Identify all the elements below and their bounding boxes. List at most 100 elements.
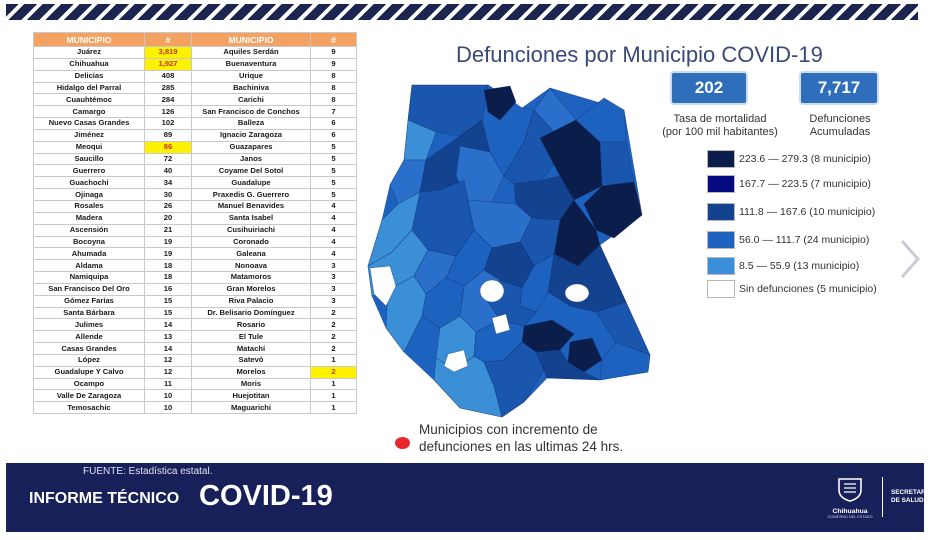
- legend-label: 111.8 — 167.6 (10 municipio): [739, 206, 876, 218]
- table-row: San Francisco Del Oro 16 Gran Morelos 3: [33, 282, 357, 296]
- table-row: Meoqui 86 Guazapares 5: [33, 140, 357, 154]
- municipio-cell: Matamoros: [191, 271, 311, 284]
- count-cell: 4: [310, 223, 357, 237]
- municipio-cell: Guerrero: [33, 164, 145, 178]
- municipio-cell: Cuauhtémoc: [33, 93, 145, 107]
- count-cell: 1: [310, 401, 357, 415]
- count-cell: 285: [144, 81, 192, 95]
- legend-swatch: [707, 257, 735, 275]
- count-cell: 5: [310, 188, 357, 201]
- count-cell: 2: [310, 342, 357, 355]
- municipio-cell: Chihuahua: [33, 57, 145, 71]
- table-row: Juárez 3,819 Aquiles Serdán 9: [33, 46, 357, 59]
- municipio-cell: Santa Bárbara: [33, 306, 145, 320]
- municipio-cell: Rosales: [33, 199, 145, 213]
- municipio-cell: Saucillo: [33, 152, 145, 166]
- municipio-cell: Janos: [191, 152, 311, 166]
- legend-label: 8.5 — 55.9 (13 municipio): [739, 260, 860, 272]
- table-row: Guadalupe Y Calvo 12 Morelos 2: [33, 365, 357, 379]
- municipio-cell: Aldama: [33, 259, 145, 273]
- municipio-cell: Namiquipa: [33, 271, 145, 284]
- table-row: Cuauhtémoc 284 Carichi 8: [33, 93, 357, 107]
- count-cell: 15: [144, 294, 192, 308]
- count-cell: 6: [310, 117, 357, 130]
- municipio-table: MUNICIPIO # MUNICIPIO # Juárez 3,819 Aquil…: [33, 32, 357, 415]
- table-row: Namiquipa 18 Matamoros 3: [33, 271, 357, 284]
- count-cell: 3: [310, 282, 357, 296]
- informe-tecnico-text: INFORME TÉCNICO: [29, 490, 180, 507]
- count-cell: 6: [310, 128, 357, 142]
- table-row: Guachochi 34 Guadalupe 5: [33, 176, 357, 190]
- table-row: Madera 20 Santa Isabel 4: [33, 211, 357, 225]
- covid-title-text: COVID-19: [199, 480, 333, 512]
- count-cell: 8: [310, 69, 357, 83]
- tasa-value-box: 202: [672, 73, 746, 103]
- municipio-cell: Guachochi: [33, 176, 145, 190]
- chihuahua-logo: Chihuahua GOBIERNO DEL ESTADO: [824, 476, 876, 519]
- logo-text: Chihuahua: [832, 508, 868, 515]
- table-row: Chihuahua 1,927 Buenaventura 9: [33, 57, 357, 71]
- municipio-cell: Julimes: [33, 318, 145, 332]
- count-cell: 126: [144, 105, 192, 119]
- count-cell: 7: [310, 105, 357, 119]
- municipio-cell: Urique: [191, 69, 311, 83]
- count-cell: 2: [310, 318, 357, 332]
- table-row: Gómez Farías 15 Riva Palacio 3: [33, 294, 357, 308]
- tasa-label-line2: (por 100 mil habitantes): [662, 126, 778, 138]
- table-row: Aldama 18 Nonoava 3: [33, 259, 357, 273]
- count-cell: 13: [144, 330, 192, 344]
- municipio-cell: Jiménez: [33, 128, 145, 142]
- municipio-cell: Guadalupe Y Calvo: [33, 365, 145, 379]
- footer-divider: [882, 477, 883, 517]
- table-row: Temosachic 10 Maguarichi 1: [33, 401, 357, 415]
- count-cell: 15: [144, 306, 192, 320]
- table-row: Bocoyna 19 Coronado 4: [33, 235, 357, 249]
- logo-subtext: GOBIERNO DEL ESTADO: [827, 515, 873, 519]
- red-dot-marker-icon: [395, 437, 410, 449]
- count-cell: 2: [310, 330, 357, 344]
- municipio-cell: Nuevo Casas Grandes: [33, 117, 145, 130]
- legend-label: Sin defunciones (5 municipio): [739, 283, 877, 295]
- municipio-cell: Guadalupe: [191, 176, 311, 190]
- count-cell: 89: [144, 128, 192, 142]
- municipio-cell: Morelos: [191, 365, 311, 379]
- count-cell: 11: [144, 377, 192, 391]
- table-row: Ascensión 21 Cusihuiriachi 4: [33, 223, 357, 237]
- count-cell: 12: [144, 353, 192, 367]
- count-cell: 284: [144, 93, 192, 107]
- count-cell: 12: [144, 365, 192, 379]
- legend-swatch: [707, 280, 735, 298]
- increment-note-line2: defunciones en las ultimas 24 hrs.: [419, 439, 624, 454]
- count-cell: 8: [310, 93, 357, 107]
- header-count-1: #: [144, 32, 192, 47]
- table-row: Hidalgo del Parral 285 Bachiniva 8: [33, 81, 357, 95]
- count-cell: 18: [144, 259, 192, 273]
- count-cell: 4: [310, 247, 357, 261]
- tasa-label: Tasa de mortalidad (por 100 mil habitant…: [650, 113, 790, 139]
- count-cell: 3: [310, 294, 357, 308]
- count-cell: 21: [144, 223, 192, 237]
- municipio-cell: Carichi: [191, 93, 311, 107]
- table-row: Valle De Zaragoza 10 Huejotitan 1: [33, 389, 357, 403]
- municipio-cell: Maguarichi: [191, 401, 311, 415]
- municipio-cell: Juárez: [33, 46, 145, 59]
- footer-banner: FUENTE: Estadística estatal. INFORME TÉC…: [6, 463, 932, 532]
- shield-crest-icon: [838, 478, 862, 502]
- count-cell: 2: [310, 365, 357, 379]
- chevron-right-icon[interactable]: [896, 236, 924, 282]
- table-row: Nuevo Casas Grandes 102 Balleza 6: [33, 117, 357, 130]
- municipio-cell: Delicias: [33, 69, 145, 83]
- municipio-cell: Riva Palacio: [191, 294, 311, 308]
- municipio-cell: Meoqui: [33, 140, 145, 154]
- count-cell: 5: [310, 152, 357, 166]
- municipio-cell: Dr. Belisario Domínguez: [191, 306, 311, 320]
- municipio-cell: San Francisco Del Oro: [33, 282, 145, 296]
- municipio-cell: Aquiles Serdán: [191, 46, 311, 59]
- table-header-row: MUNICIPIO # MUNICIPIO #: [33, 32, 357, 47]
- chihuahua-choropleth-map: [367, 84, 651, 418]
- legend-label: 167.7 — 223.5 (7 municipio): [739, 178, 871, 190]
- increment-note: Municipios con incremento de defunciones…: [419, 421, 623, 455]
- municipio-cell: Valle De Zaragoza: [33, 389, 145, 403]
- municipio-cell: Huejotitan: [191, 389, 311, 403]
- tasa-label-line1: Tasa de mortalidad: [673, 113, 767, 125]
